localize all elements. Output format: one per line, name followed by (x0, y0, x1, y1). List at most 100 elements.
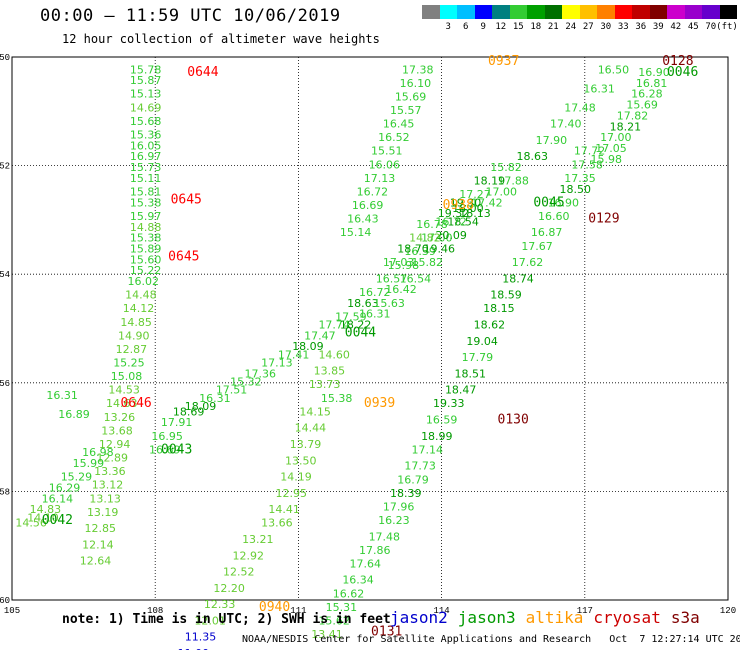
swh-value: 17.40 (550, 118, 582, 131)
swh-value: 15.69 (395, 90, 427, 103)
swh-value: 13.85 (314, 365, 346, 378)
swh-value: 16.87 (531, 226, 563, 239)
swh-value: 15.62 (318, 614, 350, 627)
swh-value: 12.87 (116, 343, 148, 356)
swh-value: 15.82 (490, 161, 522, 174)
swh-value: 17.00 (486, 185, 518, 198)
colorbar-label: 42 (670, 22, 682, 32)
swh-value: 14.12 (123, 302, 155, 315)
swh-value: 16.23 (378, 514, 410, 527)
swh-value: 15.38 (321, 392, 353, 405)
swh-value: 17.38 (402, 63, 434, 76)
swh-value: 14.10 (27, 511, 59, 524)
time-label: 0644 (187, 65, 218, 80)
colorbar-label: 9 (480, 22, 486, 32)
time-label: 0045 (533, 195, 564, 210)
swh-value: 17.79 (462, 351, 494, 364)
swh-value: 16.39 (404, 245, 436, 258)
swh-value: 18.21 (610, 120, 642, 133)
swh-value: 17.27 (459, 188, 491, 201)
swh-value: 16.10 (400, 77, 432, 90)
colorbar-swatch-4 (492, 5, 510, 19)
swh-value: 12.14 (82, 538, 114, 551)
time-label: 0131 (371, 624, 402, 639)
swh-value: 17.00 (600, 131, 632, 144)
colorbar-label: 70 (705, 22, 717, 32)
swh-value: 16.06 (369, 158, 401, 171)
swh-value: 18.99 (421, 430, 453, 443)
swh-value: 18.15 (483, 302, 515, 315)
swh-value: 14.69 (130, 101, 162, 114)
swh-value: 15.82 (412, 256, 444, 269)
colorbar-swatch-14 (667, 5, 685, 19)
swh-value: 17.48 (564, 101, 596, 114)
time-label: 0130 (498, 413, 529, 428)
time-label: 0646 (120, 396, 151, 411)
swh-value: 19.30 (450, 196, 482, 209)
colorbar-swatch-1 (439, 5, 457, 19)
swh-value: 18.09 (292, 340, 324, 353)
x-tick-label: 108 (147, 606, 163, 616)
swh-value: 15.51 (371, 145, 403, 158)
swh-value: 12.95 (275, 487, 307, 500)
swh-value: 17.58 (571, 158, 603, 171)
swh-value: 15.99 (73, 457, 105, 470)
y-tick-label: -52 (0, 162, 10, 172)
swh-value: 15.98 (591, 153, 623, 166)
x-tick-label: 114 (433, 606, 449, 616)
swh-value: 14.83 (30, 503, 62, 516)
swh-value: 13.12 (92, 479, 124, 492)
swh-value: 18.54 (447, 215, 479, 228)
colorbar-swatch-13 (649, 5, 667, 19)
swh-value: 12.92 (233, 549, 265, 562)
colorbar-label: 30 (600, 22, 612, 32)
swh-value: 16.31 (583, 82, 615, 95)
swh-value: 17.62 (512, 256, 544, 269)
swh-value: 17.14 (412, 443, 444, 456)
swh-value: 17.00 (421, 232, 453, 245)
colorbar-swatch-8 (562, 5, 580, 19)
colorbar-swatch-6 (527, 5, 545, 19)
time-label: 0645 (168, 250, 199, 265)
legend-s3a: s3a (670, 608, 700, 627)
colorbar-swatch-12 (632, 5, 650, 19)
page-title: 00:00 – 11:59 UTC 10/06/2019 (40, 6, 341, 26)
swh-value: 14.60 (318, 348, 350, 361)
x-tick-label: 117 (577, 606, 593, 616)
swh-value: 17.13 (261, 357, 293, 370)
swh-value: 16.43 (347, 213, 379, 226)
colorbar-swatch-11 (614, 5, 632, 19)
time-label: 0129 (588, 212, 619, 227)
swh-value: 18.51 (454, 367, 486, 380)
time-label: 0046 (667, 65, 698, 80)
swh-value: 13.13 (89, 492, 121, 505)
swh-value: 15.78 (130, 63, 162, 76)
swh-value: 16.45 (383, 118, 415, 131)
swh-value: 13.50 (285, 454, 317, 467)
legend-jason3: jason3 (457, 608, 516, 627)
swh-value: 16.14 (42, 492, 74, 505)
satellite-legend: jason2 jason3 altika cryosat s3a (390, 608, 710, 627)
time-label: 0937 (488, 54, 519, 69)
swh-value: 13.79 (290, 438, 322, 451)
swh-value: 13.73 (309, 378, 341, 391)
swh-value: 12.85 (85, 522, 117, 535)
swh-value: 16.31 (199, 392, 231, 405)
swh-value: 14.90 (118, 329, 150, 342)
swh-value: 12.01 (194, 614, 226, 627)
swh-value: 12.52 (223, 566, 255, 579)
swh-value: 11.35 (185, 631, 217, 644)
swh-value: 17.64 (349, 557, 381, 570)
time-label: 0128 (662, 54, 693, 69)
legend-jason2: jason2 (390, 608, 448, 627)
colorbar-label: 3 (445, 22, 451, 32)
page-subtitle: 12 hour collection of altimeter wave hei… (62, 32, 380, 46)
time-label: 0043 (161, 442, 192, 457)
swh-value: 18.47 (445, 384, 477, 397)
swh-value: 18.39 (390, 487, 422, 500)
swh-value: 11.00 (178, 647, 210, 650)
swh-value: 16.28 (631, 88, 663, 101)
footer-note: note: 1) Time is in UTC; 2) SWH is in fe… (62, 612, 391, 627)
colorbar-label: 39 (652, 22, 664, 32)
swh-value: 13.19 (87, 506, 119, 519)
